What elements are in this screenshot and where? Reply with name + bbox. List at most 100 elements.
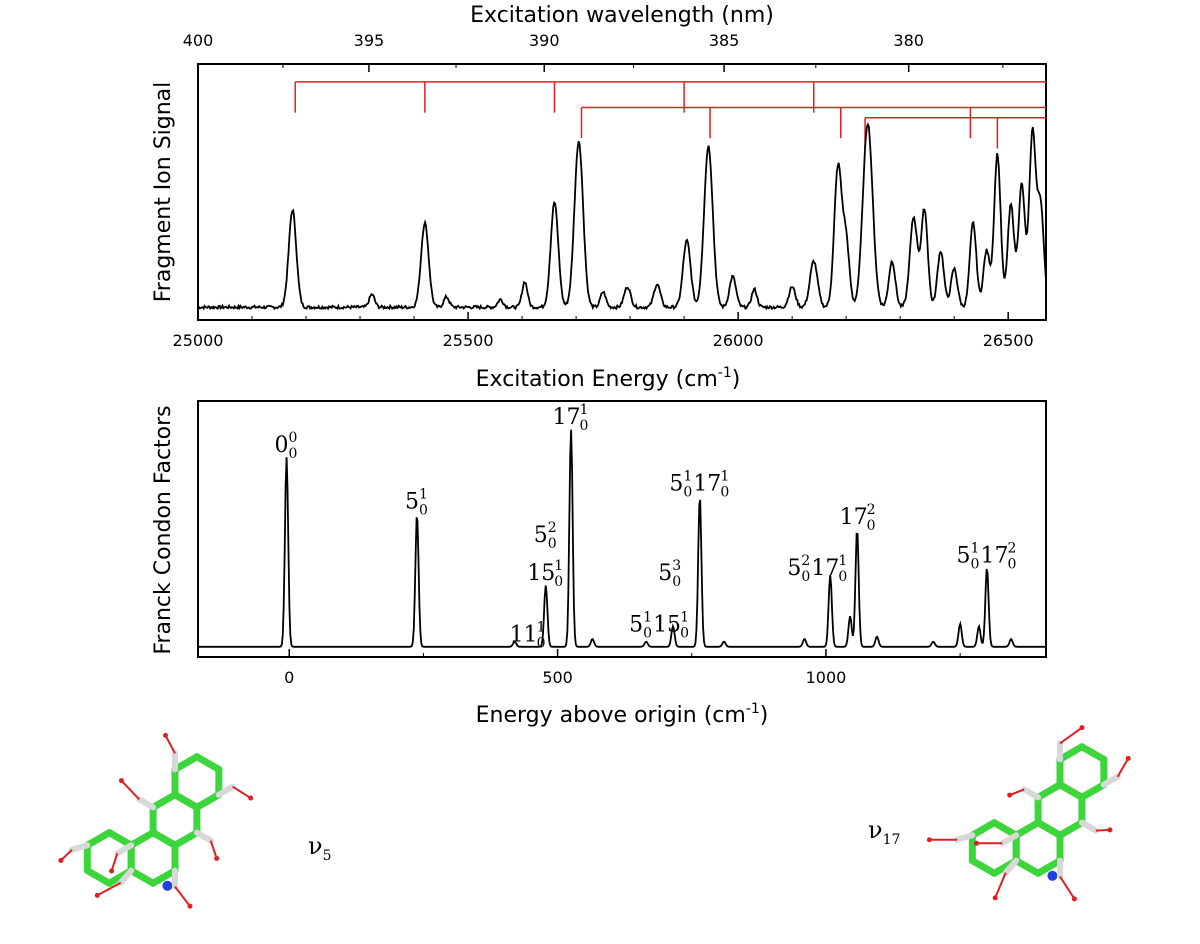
displacement-vector: [110, 852, 119, 872]
displacement-vector: [994, 872, 1007, 899]
vector-head: [926, 837, 932, 843]
peak-assignment: 5 10 15 10: [629, 609, 689, 641]
assignment-mode: 17: [980, 543, 1008, 568]
top-wavelength-tick-label: 390: [529, 31, 560, 50]
top-y-axis-title: Fragment Ion Signal: [151, 82, 176, 303]
vector-head: [248, 795, 254, 801]
assignment-upper-quanta: 1: [838, 553, 847, 569]
assignment-upper-quanta: 1: [580, 402, 589, 418]
assignment-mode: 5: [405, 490, 419, 515]
displacement-vector: [120, 779, 140, 801]
assignment-lower-quanta: 0: [672, 574, 681, 590]
top-x-tick-label: 25000: [173, 331, 224, 350]
hydrogen-bond: [114, 842, 135, 857]
progression-combs: [294, 81, 1046, 149]
hydrogen-bond: [68, 842, 91, 853]
assignment-lower-quanta: 0: [643, 625, 652, 641]
top-x-axis-title: Excitation Energy (cm-1): [476, 365, 741, 392]
displacement-vector: [60, 849, 73, 862]
carbon-bond: [1034, 819, 1064, 839]
molecule-label-nu5: ν5: [308, 832, 332, 864]
vector-head: [214, 855, 220, 861]
assignment-mode: 17: [693, 472, 721, 497]
vector-head: [109, 868, 115, 874]
assignment-mode: 5: [534, 523, 548, 548]
bottom-x-axis-title: Energy above origin (cm-1): [476, 701, 769, 728]
assignment-lower-quanta: 0: [289, 446, 298, 462]
molecule-nu5: [58, 732, 254, 909]
vector-head: [187, 903, 193, 909]
displacement-vector: [164, 734, 176, 754]
bottom-plot-frame: [197, 400, 1047, 658]
hydrogen-bond: [1021, 786, 1042, 801]
top-x-tick-labels: 25000 25500 26000 26500: [173, 331, 1034, 350]
top-wavelength-tick-label: 400: [183, 31, 214, 50]
assignment-mode: 5: [787, 556, 801, 581]
peak-assignment: 0 00: [275, 430, 298, 462]
carbon-bond: [1012, 857, 1042, 877]
carbon-bond: [193, 791, 223, 811]
hydrogen-bond: [1078, 819, 1099, 834]
assignment-mode: 15: [653, 612, 681, 637]
bottom-x-tick-label: 0: [284, 668, 294, 687]
assignment-upper-quanta: 2: [1007, 540, 1016, 556]
vector-head: [1071, 896, 1077, 902]
assignment-upper-quanta: 1: [720, 469, 729, 485]
assignment-lower-quanta: 0: [554, 574, 563, 590]
assignment-mode: 17: [553, 405, 581, 430]
panel-fragment-ion: Excitation wavelength (nm) 400 395 390 385 3…: [151, 3, 1047, 392]
peak-assignment: 5 30: [658, 558, 681, 590]
carbon-bond: [968, 819, 998, 839]
hydrogen-bond: [215, 783, 236, 798]
peak-assignment: 5 10 17 20: [956, 540, 1016, 572]
top-wavelength-tick-label: 380: [893, 31, 924, 50]
assignment-mode: 5: [658, 561, 672, 586]
assignment-upper-quanta: 2: [801, 553, 810, 569]
carbon-bond: [1056, 819, 1086, 839]
assignment-lower-quanta: 0: [683, 485, 692, 501]
assignment-lower-quanta: 0: [537, 636, 546, 652]
carbon-bond: [990, 819, 1020, 839]
assignment-lower-quanta: 0: [548, 536, 557, 552]
vector-head: [1079, 725, 1085, 731]
displacement-vector: [96, 881, 122, 897]
carbon-bond: [149, 867, 179, 887]
nitrogen-atom: [162, 880, 173, 891]
hydrogen-bond: [136, 796, 157, 811]
vector-head: [1007, 792, 1013, 798]
displacement-vector: [1059, 876, 1076, 900]
displacement-vector: [174, 885, 191, 907]
carbon-bond: [1056, 743, 1086, 763]
carbon-bond: [1078, 781, 1108, 801]
assignment-lower-quanta: 0: [867, 518, 876, 534]
vector-head: [1107, 827, 1113, 833]
top-x-tick-label: 26500: [983, 331, 1034, 350]
assignment-upper-quanta: 2: [867, 502, 876, 518]
carbon-bond: [1012, 819, 1042, 839]
assignment-lower-quanta: 0: [801, 569, 810, 585]
assignment-lower-quanta: 0: [419, 503, 428, 519]
displacement-vector: [1116, 757, 1130, 778]
peak-assignment: 5 20: [534, 520, 557, 552]
assignment-mode: 5: [669, 472, 683, 497]
displacement-vector: [232, 785, 252, 799]
vector-head: [973, 840, 979, 846]
carbon-bond: [171, 829, 201, 849]
peak-assignment: 15 10: [527, 558, 563, 590]
top-axis-tick-labels: 400 395 390 385 380: [183, 31, 924, 50]
carbon-bond: [83, 829, 113, 849]
bottom-x-tick-label: 1000: [806, 668, 847, 687]
assignment-lower-quanta: 0: [680, 625, 689, 641]
vector-head: [163, 732, 169, 738]
carbon-bond: [1056, 781, 1086, 801]
carbon-bond: [127, 829, 157, 849]
assignment-upper-quanta: 2: [548, 520, 557, 536]
franck-condon-trace: [198, 429, 1046, 648]
assignment-lower-quanta: 0: [720, 485, 729, 501]
top-plot-frame: [197, 63, 1047, 321]
bottom-x-tick-labels: 0 500 1000: [284, 668, 846, 687]
displacement-vector: [1059, 726, 1083, 745]
